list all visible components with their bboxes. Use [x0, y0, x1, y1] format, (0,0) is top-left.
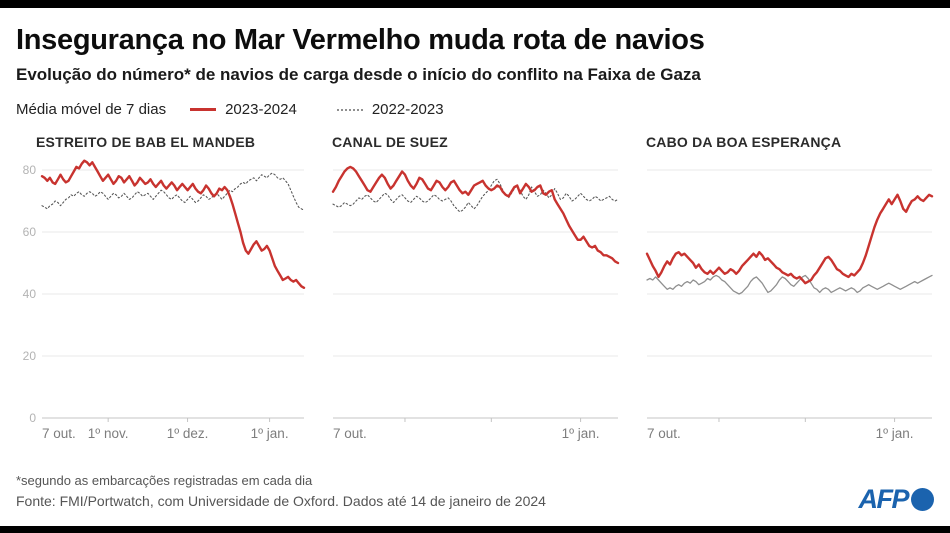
- chart-bab-el-mandeb: ESTREITO DE BAB EL MANDEB 0 20 40 60 80 7 out…: [16, 134, 306, 444]
- chart-canal-de-suez: CANAL DE SUEZ 7 out. 1º jan.: [330, 134, 620, 444]
- afp-logo-circle-icon: [911, 488, 934, 511]
- footnote: *segundo as embarcações registradas em c…: [16, 473, 313, 488]
- svg-text:20: 20: [23, 349, 37, 363]
- svg-text:7 out.: 7 out.: [647, 426, 681, 441]
- svg-text:7 out.: 7 out.: [333, 426, 367, 441]
- legend-item-2022-2023: 2022-2023: [336, 101, 444, 118]
- legend-label: Média móvel de 7 dias: [16, 101, 167, 118]
- legend: Média móvel de 7 dias 2023-2024 2022-202…: [16, 101, 934, 118]
- line-chart-canal-de-suez: 7 out. 1º jan.: [331, 165, 620, 441]
- page-subtitle: Evolução do número* de navios de carga d…: [16, 65, 701, 84]
- afp-logo-text: AFP: [858, 484, 910, 514]
- chart-title: CABO DA BOA ESPERANÇA: [646, 134, 842, 150]
- charts-row: ESTREITO DE BAB EL MANDEB 0 20 40 60 80 7 out…: [0, 134, 950, 444]
- svg-text:7 out.: 7 out.: [42, 426, 76, 441]
- red-line-swatch-icon: [190, 108, 217, 111]
- legend-item-2023-2024: 2023-2024: [190, 101, 297, 118]
- chart-title: CANAL DE SUEZ: [332, 134, 448, 150]
- top-black-bar: [0, 0, 950, 8]
- page-title: Insegurança no Mar Vermelho muda rota de…: [16, 24, 705, 56]
- svg-text:80: 80: [23, 163, 37, 177]
- svg-text:1º jan.: 1º jan.: [876, 426, 914, 441]
- line-chart-cabo-da-boa-esperanca: 7 out. 1º jan.: [645, 169, 934, 441]
- line-chart-bab-el-mandeb: 0 20 40 60 80 7 out. 1º nov. 1º dez. 1º jan.: [23, 159, 306, 441]
- legend-item-label: 2023-2024: [225, 101, 297, 118]
- gray-dotted-line-swatch-icon: [336, 108, 363, 111]
- svg-text:1º jan.: 1º jan.: [562, 426, 600, 441]
- svg-text:40: 40: [23, 287, 37, 301]
- footer: *segundo as embarcações registradas em c…: [16, 473, 546, 509]
- chart-cabo-da-boa-esperanca: CABO DA BOA ESPERANÇA 7 out. 1º jan.: [644, 134, 934, 444]
- svg-text:0: 0: [29, 411, 36, 425]
- svg-text:1º nov.: 1º nov.: [88, 426, 129, 441]
- svg-text:1º jan.: 1º jan.: [251, 426, 289, 441]
- legend-item-label: 2022-2023: [371, 101, 444, 118]
- source-line: Fonte: FMI/Portwatch, com Universidade d…: [16, 493, 546, 509]
- afp-logo: AFP: [858, 484, 934, 515]
- header: Insegurança no Mar Vermelho muda rota de…: [0, 0, 950, 85]
- bottom-black-bar: [0, 526, 950, 533]
- chart-title: ESTREITO DE BAB EL MANDEB: [36, 134, 256, 150]
- svg-text:1º dez.: 1º dez.: [167, 426, 209, 441]
- svg-text:60: 60: [23, 225, 37, 239]
